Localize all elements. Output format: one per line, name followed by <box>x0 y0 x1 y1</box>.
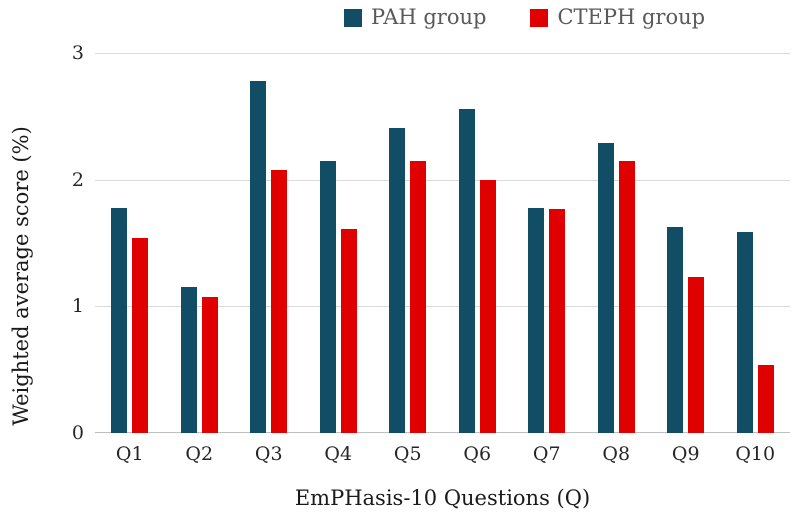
x-tick-label-q3: Q3 <box>254 443 283 465</box>
bar-cteph-group-q7 <box>549 208 566 433</box>
bar-pah-group-q5 <box>389 127 406 433</box>
legend-label: PAH group <box>371 5 487 29</box>
x-tick-label-q5: Q5 <box>393 443 422 465</box>
category-group-q7 <box>512 53 582 433</box>
y-tick-label-1: 1 <box>71 295 84 318</box>
category-group-q6 <box>443 53 513 433</box>
bar-pah-group-q1 <box>111 207 128 433</box>
category-group-q9 <box>651 53 721 433</box>
x-tick-label-q7: Q7 <box>532 443 561 465</box>
bar-cteph-group-q1 <box>132 237 149 433</box>
gridline-2 <box>95 179 790 181</box>
x-tick-label-q8: Q8 <box>602 443 631 465</box>
legend-item-cteph-group: CTEPH group <box>530 5 706 29</box>
bar-pah-group-q4 <box>319 160 336 433</box>
category-group-q2 <box>165 53 235 433</box>
category-group-q10 <box>721 53 791 433</box>
legend-swatch-cteph-group <box>530 8 549 27</box>
bar-cteph-group-q6 <box>479 179 496 433</box>
x-tick-label-q1: Q1 <box>115 443 144 465</box>
x-axis-title: EmPHasis-10 Questions (Q) <box>294 486 591 510</box>
bar-cteph-group-q9 <box>688 277 705 433</box>
bar-cteph-group-q8 <box>618 160 635 433</box>
category-group-q4 <box>304 53 374 433</box>
y-axis-title: Weighted average score (%) <box>9 126 33 426</box>
bar-cteph-group-q10 <box>757 364 774 433</box>
category-group-q3 <box>234 53 304 433</box>
y-tick-label-2: 2 <box>71 168 84 191</box>
bar-pah-group-q8 <box>597 142 614 433</box>
x-tick-label-q4: Q4 <box>324 443 353 465</box>
legend-label: CTEPH group <box>557 5 706 29</box>
plot-area <box>95 53 790 433</box>
legend-item-pah-group: PAH group <box>344 5 487 29</box>
y-tick-label-3: 3 <box>71 42 84 64</box>
bar-pah-group-q2 <box>180 287 197 433</box>
x-tick-label-q2: Q2 <box>185 443 214 465</box>
category-group-q8 <box>582 53 652 433</box>
bars-container <box>95 53 790 433</box>
bar-pah-group-q9 <box>667 226 684 433</box>
chart-legend: PAH group CTEPH group <box>344 5 706 29</box>
bar-cteph-group-q5 <box>410 160 427 433</box>
x-axis-line <box>95 432 790 433</box>
bar-pah-group-q10 <box>736 231 753 433</box>
x-tick-label-q10: Q10 <box>735 443 776 465</box>
bar-cteph-group-q2 <box>201 297 218 433</box>
x-tick-label-q6: Q6 <box>463 443 492 465</box>
bar-cteph-group-q4 <box>340 229 357 433</box>
bar-pah-group-q3 <box>250 80 267 433</box>
bar-pah-group-q7 <box>528 207 545 433</box>
gridline-3 <box>95 53 790 54</box>
gridline-1 <box>95 306 790 308</box>
bar-cteph-group-q3 <box>271 169 288 433</box>
category-group-q5 <box>373 53 443 433</box>
x-axis-tick-labels: Q1 Q2 Q3 Q4 Q5 Q6 Q7 Q8 Q9 Q10 <box>95 443 790 465</box>
bar-pah-group-q6 <box>458 108 475 433</box>
category-group-q1 <box>95 53 165 433</box>
x-tick-label-q9: Q9 <box>671 443 700 465</box>
y-tick-label-0: 0 <box>71 422 84 444</box>
legend-swatch-pah-group <box>344 8 362 27</box>
